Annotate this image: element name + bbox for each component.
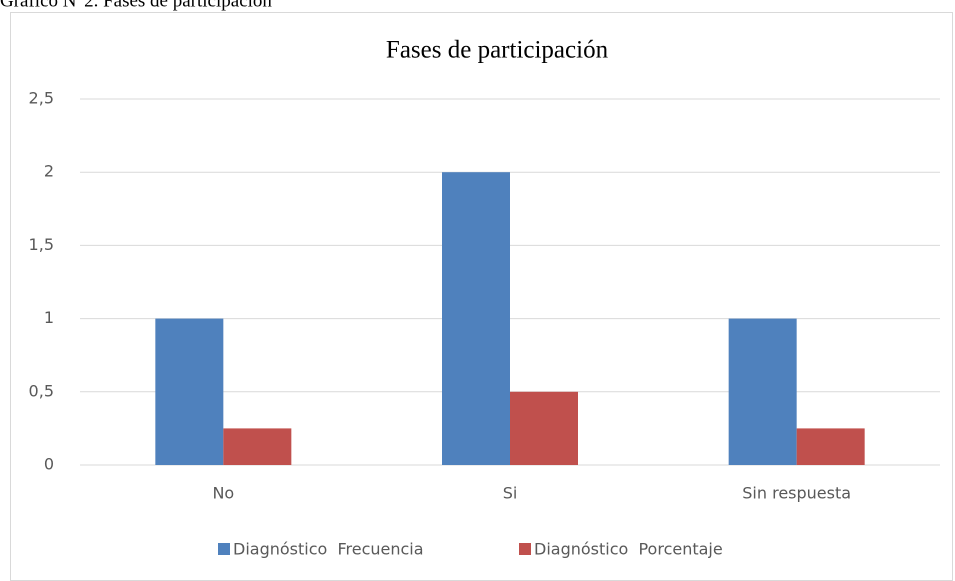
y-tick-label: 0,5 <box>29 381 54 400</box>
legend-swatch <box>218 543 230 555</box>
y-tick-label: 1,5 <box>29 235 54 254</box>
legend-swatch <box>519 543 531 555</box>
y-tick-label: 2,5 <box>29 89 54 108</box>
x-tick-label: No <box>212 484 234 503</box>
bar <box>442 172 510 465</box>
bar <box>223 428 292 465</box>
y-tick-label: 2 <box>44 162 54 181</box>
y-tick-label: 0 <box>44 455 54 474</box>
bar <box>155 318 224 465</box>
legend-label: Diagnóstico Porcentaje <box>534 540 723 559</box>
x-tick-label: Sin respuesta <box>742 484 851 503</box>
legend-label: Diagnóstico Frecuencia <box>233 540 424 559</box>
bar <box>728 318 797 465</box>
y-tick-label: 1 <box>44 308 54 327</box>
bar <box>510 391 578 465</box>
x-tick-label: Si <box>503 484 518 503</box>
caption: Gráfico N°2. Fases de participación <box>0 0 272 11</box>
bar <box>796 428 865 465</box>
chart-title: Fases de participación <box>386 37 609 64</box>
